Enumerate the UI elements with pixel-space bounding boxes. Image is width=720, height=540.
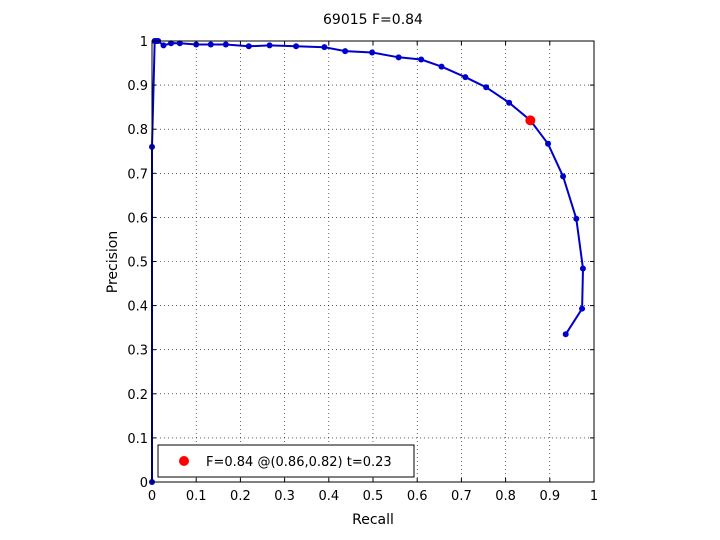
chart-title: 69015 F=0.84 (323, 12, 423, 28)
x-tick-label: 0.4 (318, 489, 339, 504)
pr-curve-point (506, 99, 513, 106)
plot-area (149, 38, 595, 485)
y-tick-label: 0.3 (127, 344, 148, 359)
pr-curve-point (395, 54, 402, 61)
highlight-layer (525, 115, 536, 126)
x-tick-label: 0.8 (495, 489, 516, 504)
pr-curve-point (266, 42, 273, 49)
y-tick-label: 0.6 (127, 211, 148, 226)
pr-curve-point (176, 40, 183, 47)
pr-curve-point (293, 43, 300, 50)
pr-curve-point (369, 49, 376, 56)
pr-curve-point (545, 140, 552, 147)
x-tick-label: 0.6 (407, 489, 428, 504)
y-axis-label: Precision (105, 231, 121, 293)
pr-curve-point (168, 40, 175, 47)
y-tick-label: 0.7 (127, 167, 148, 182)
y-tick-label: 0.5 (127, 256, 148, 271)
pr-curve-point (418, 56, 425, 63)
legend-marker (179, 456, 189, 466)
pr-curve-point (245, 43, 252, 50)
pr-curve-point (483, 84, 490, 91)
pr-curve-point (321, 44, 328, 51)
pr-curve-point (579, 305, 586, 312)
pr-curve-point (438, 63, 445, 70)
y-tick-labels: 0 0.1 0.2 0.3 0.4 0.5 0.6 0.7 0.8 0.9 1 (127, 35, 148, 491)
legend-label: F=0.84 @(0.86,0.82) t=0.23 (206, 455, 392, 470)
y-tick-label: 0.9 (127, 79, 148, 94)
legend: F=0.84 @(0.86,0.82) t=0.23 (157, 444, 415, 478)
y-tick-label: 0.8 (127, 123, 148, 138)
pr-curve-point (222, 41, 229, 48)
x-tick-label: 0.2 (230, 489, 251, 504)
pr-curve-point (560, 173, 567, 180)
x-tick-label: 0.9 (539, 489, 560, 504)
y-tick-label: 0 (140, 476, 148, 491)
y-tick-label: 1 (140, 35, 148, 50)
x-tick-label: 0.3 (274, 489, 295, 504)
x-tick-label: 0.5 (363, 489, 384, 504)
tick-marks (151, 40, 595, 483)
x-tick-label: 0.7 (451, 489, 472, 504)
pr-curve-point (160, 42, 167, 49)
best-f-point (525, 115, 536, 126)
y-tick-label: 0.1 (127, 432, 148, 447)
x-tick-label: 1 (590, 489, 598, 504)
x-tick-labels: 0 0.1 0.2 0.3 0.4 0.5 0.6 0.7 0.8 0.9 1 (148, 489, 598, 504)
pr-curve-point (462, 74, 469, 81)
grid-lines (152, 41, 594, 482)
pr-curve-point (207, 41, 214, 48)
pr-curve-point (342, 48, 349, 55)
pr-curve-point (573, 215, 580, 222)
pr-curve-point (579, 265, 586, 272)
pr-curve-point (562, 331, 569, 338)
x-tick-label: 0.1 (186, 489, 207, 504)
y-tick-label: 0.2 (127, 388, 148, 403)
legend-box (157, 444, 415, 478)
x-tick-label: 0 (148, 489, 156, 504)
y-tick-label: 0.4 (127, 300, 148, 315)
x-axis-label: Recall (352, 512, 394, 528)
